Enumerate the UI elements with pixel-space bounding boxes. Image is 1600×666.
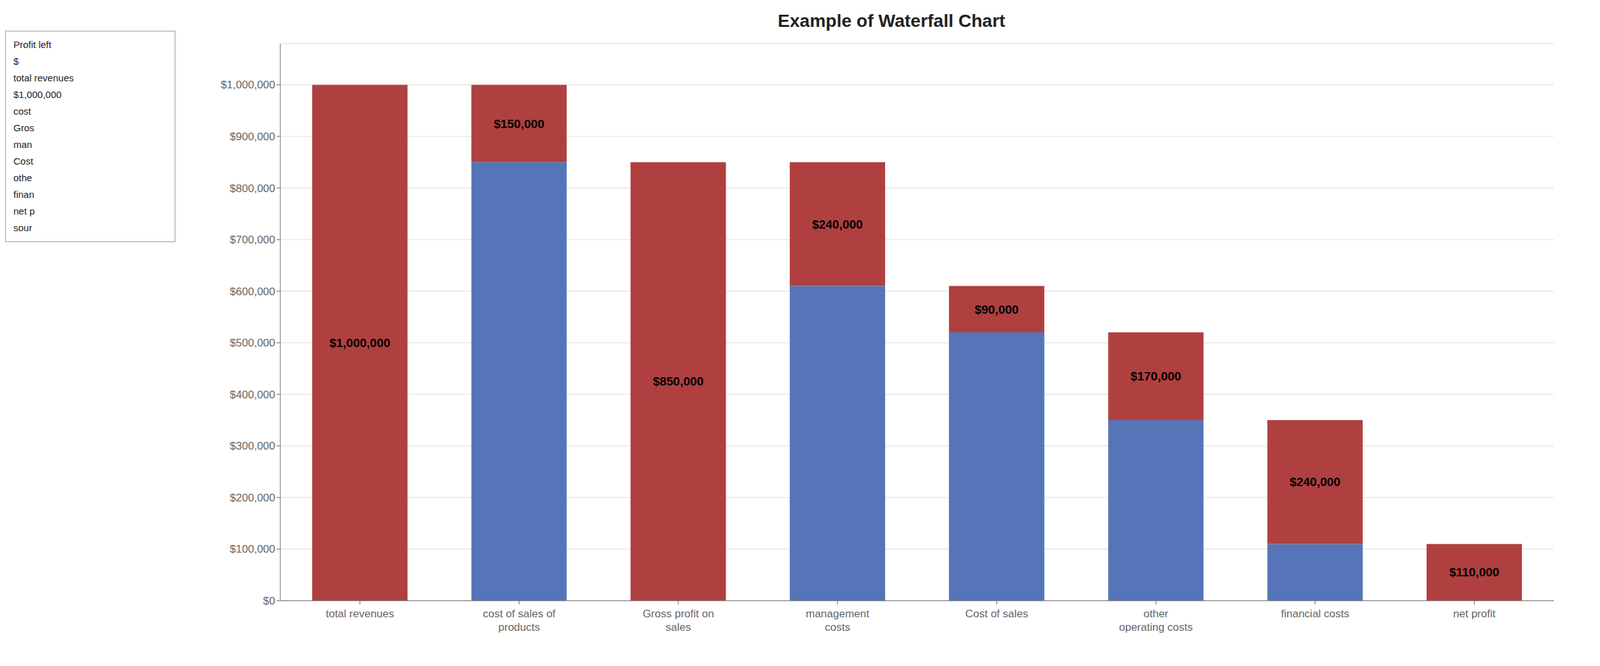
- svg-text:total revenues: total revenues: [325, 607, 395, 620]
- svg-text:$800,000: $800,000: [229, 182, 276, 195]
- html-text:othe: othe: [13, 172, 33, 184]
- svg-text:$240,000: $240,000: [812, 217, 863, 232]
- html-text:man: man: [13, 138, 33, 150]
- svg-text:Cost of sales: Cost of sales: [965, 607, 1028, 620]
- svg-text:$1,000,000: $1,000,000: [220, 78, 276, 91]
- svg-text:$200,000: $200,000: [229, 491, 276, 504]
- html-text:total revenues: total revenues: [13, 72, 74, 84]
- html-text:Cost: Cost: [13, 155, 34, 167]
- svg-text:$400,000: $400,000: [229, 388, 276, 401]
- html-text:cost: cost: [13, 105, 32, 117]
- svg-text:$600,000: $600,000: [229, 285, 276, 298]
- svg-text:$900,000: $900,000: [229, 130, 276, 143]
- svg-text:$500,000: $500,000: [229, 336, 276, 349]
- html-text:net p: net p: [13, 205, 35, 217]
- svg-text:$240,000: $240,000: [1289, 474, 1341, 489]
- html-text:sour: sour: [13, 222, 33, 233]
- svg-text:net profit: net profit: [1453, 607, 1496, 620]
- html-text:Profit left: Profit left: [13, 39, 52, 50]
- svg-text:$0: $0: [263, 594, 276, 607]
- svg-text:$1,000,000: $1,000,000: [329, 336, 391, 350]
- svg-text:$90,000: $90,000: [974, 302, 1019, 317]
- html-text:Gros: Gros: [13, 122, 35, 134]
- svg-text:$700,000: $700,000: [229, 233, 276, 246]
- html-text:$1,000,000: $1,000,000: [13, 88, 62, 100]
- svg-text:$300,000: $300,000: [229, 439, 276, 452]
- svg-text:cost of sales ofproducts: cost of sales ofproducts: [482, 607, 556, 633]
- svg-text:managementcosts: managementcosts: [805, 607, 870, 633]
- svg-text:$170,000: $170,000: [1130, 369, 1181, 383]
- svg-text:financial costs: financial costs: [1280, 607, 1350, 620]
- svg-text:$100,000: $100,000: [229, 542, 276, 555]
- svg-text:$850,000: $850,000: [652, 374, 704, 388]
- html-text:Example of Waterfall Chart: Example of Waterfall Chart: [777, 10, 1006, 31]
- svg-text:$110,000: $110,000: [1448, 565, 1499, 579]
- svg-text:Gross profit onsales: Gross profit onsales: [642, 607, 715, 633]
- svg-text:otheroperating costs: otheroperating costs: [1118, 607, 1193, 633]
- svg-text:$150,000: $150,000: [493, 117, 544, 131]
- html-text:finan: finan: [13, 188, 35, 200]
